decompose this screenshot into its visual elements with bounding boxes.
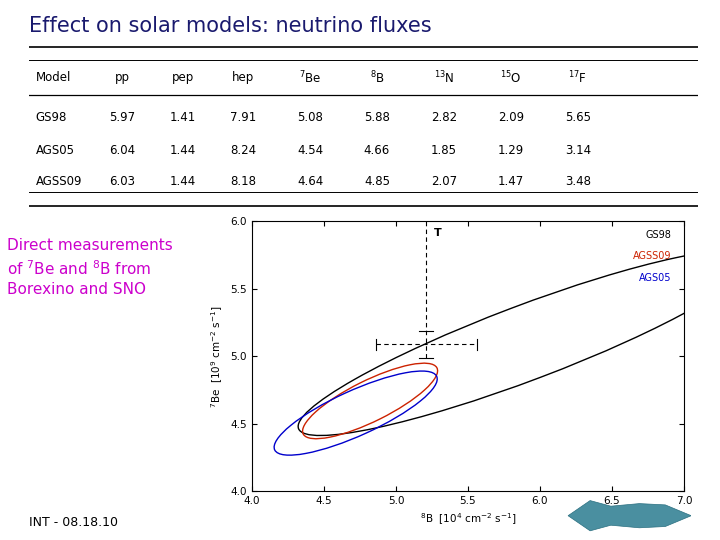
Text: Direct measurements
of $^{7}$Be and $^{8}$B from
Borexino and SNO: Direct measurements of $^{7}$Be and $^{8… [7, 238, 173, 298]
Text: T: T [433, 228, 441, 238]
Text: Model: Model [35, 71, 71, 84]
Text: AGS05: AGS05 [35, 144, 74, 157]
Text: hep: hep [232, 71, 254, 84]
PathPatch shape [568, 501, 691, 531]
Text: 1.47: 1.47 [498, 175, 524, 188]
Text: 5.88: 5.88 [364, 111, 390, 124]
Text: 4.66: 4.66 [364, 144, 390, 157]
Text: pep: pep [171, 71, 194, 84]
Text: 4.85: 4.85 [364, 175, 390, 188]
Text: AGSS09: AGSS09 [633, 251, 671, 261]
Text: INT - 08.18.10: INT - 08.18.10 [29, 516, 118, 529]
Text: pp: pp [115, 71, 130, 84]
Text: 4.54: 4.54 [297, 144, 323, 157]
Y-axis label: $^{7}$Be  [10$^{9}$ cm$^{-2}$ s$^{-1}$]: $^{7}$Be [10$^{9}$ cm$^{-2}$ s$^{-1}$] [210, 305, 225, 408]
Text: 2.82: 2.82 [431, 111, 457, 124]
Text: 1.41: 1.41 [170, 111, 196, 124]
Text: 1.29: 1.29 [498, 144, 524, 157]
Text: $^{17}$F: $^{17}$F [568, 70, 588, 86]
Text: 5.97: 5.97 [109, 111, 135, 124]
Text: GS98: GS98 [35, 111, 67, 124]
Text: 1.85: 1.85 [431, 144, 457, 157]
Text: 1.44: 1.44 [170, 144, 196, 157]
Text: 8.24: 8.24 [230, 144, 256, 157]
Text: 5.65: 5.65 [565, 111, 591, 124]
Text: 2.09: 2.09 [498, 111, 524, 124]
Text: AGS05: AGS05 [639, 273, 671, 283]
Text: 6.03: 6.03 [109, 175, 135, 188]
Text: 2.07: 2.07 [431, 175, 457, 188]
Text: 6.04: 6.04 [109, 144, 135, 157]
Text: $^{13}$N: $^{13}$N [433, 70, 454, 86]
Text: $^{7}$Be: $^{7}$Be [299, 70, 321, 86]
Text: 3.48: 3.48 [565, 175, 591, 188]
Text: Effect on solar models: neutrino fluxes: Effect on solar models: neutrino fluxes [29, 16, 431, 36]
Text: 7.91: 7.91 [230, 111, 256, 124]
Text: 3.14: 3.14 [564, 144, 591, 157]
Text: 8.18: 8.18 [230, 175, 256, 188]
Text: 1.44: 1.44 [170, 175, 196, 188]
Text: AGSS09: AGSS09 [35, 175, 82, 188]
Text: $^{15}$O: $^{15}$O [500, 70, 522, 86]
Text: GS98: GS98 [645, 230, 671, 240]
Text: 5.08: 5.08 [297, 111, 323, 124]
Text: 4.64: 4.64 [297, 175, 323, 188]
X-axis label: $^{8}$B  [10$^{4}$ cm$^{-2}$ s$^{-1}$]: $^{8}$B [10$^{4}$ cm$^{-2}$ s$^{-1}$] [420, 512, 516, 528]
Text: $^{8}$B: $^{8}$B [369, 70, 384, 86]
